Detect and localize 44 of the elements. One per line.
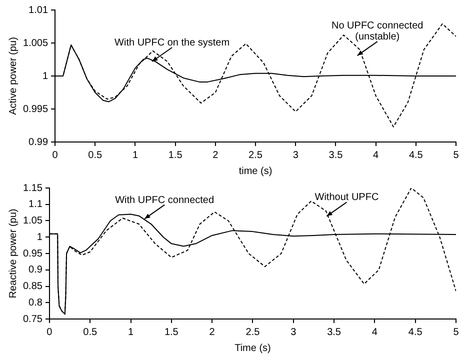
y-tick-label: 1 — [36, 232, 43, 243]
x-tick-label: 2.5 — [248, 150, 263, 161]
y-tick-label: 1.15 — [22, 182, 43, 194]
x-tick-label: 0.5 — [88, 150, 103, 161]
x-tick-label: 1.5 — [164, 326, 179, 338]
annotation: With UPFC connected — [115, 194, 214, 206]
y-tick-label: 1 — [42, 70, 48, 82]
y-tick-label: 0.995 — [22, 104, 48, 115]
x-tick-label: 4.5 — [408, 150, 424, 161]
annotation: With UPFC on the system — [114, 37, 230, 48]
y-axis-title: Active power (pu) — [8, 37, 19, 115]
y-axis-title: Reactive power (pu) — [8, 208, 19, 298]
x-tick-label: 2.5 — [246, 326, 260, 338]
x-tick-label: 5 — [453, 326, 460, 338]
x-tick-label: 4.5 — [408, 326, 423, 338]
x-axis-title: time (s) — [238, 166, 272, 177]
annotation: Without UPFC — [314, 192, 379, 204]
x-tick-label: 3 — [292, 150, 299, 161]
y-tick-label: 0.9 — [28, 264, 43, 276]
y-tick-label: 1.005 — [22, 38, 48, 49]
x-tick-label: 1 — [132, 150, 138, 161]
y-tick-label: 1.05 — [22, 216, 43, 226]
x-tick-label: 3.5 — [327, 326, 342, 338]
y-tick-label: 1.1 — [28, 199, 43, 210]
x-tick-label: 2 — [209, 326, 216, 338]
x-tick-label: 2 — [212, 150, 219, 161]
x-tick-label: 3 — [290, 326, 297, 338]
y-tick-label: 0.8 — [28, 297, 43, 308]
x-axis-title: Time (s) — [234, 342, 271, 354]
x-tick-label: 4 — [372, 326, 378, 338]
x-tick-label: 1 — [128, 326, 134, 338]
x-tick-label: 0.5 — [83, 326, 98, 338]
x-tick-label: 3.5 — [328, 150, 344, 161]
x-tick-label: 1.5 — [168, 150, 183, 161]
annotation: No UPFC connected (unstable) — [332, 20, 424, 43]
y-tick-label: 1.01 — [28, 4, 48, 16]
x-tick-label: 0 — [46, 326, 53, 338]
y-tick-label: 0.95 — [22, 248, 43, 260]
x-tick-label: 0 — [52, 150, 58, 161]
x-tick-label: 5 — [453, 150, 460, 161]
x-tick-label: 4 — [373, 150, 380, 161]
y-tick-label: 0.75 — [22, 314, 43, 325]
y-tick-label: 0.99 — [28, 136, 48, 148]
y-tick-label: 0.85 — [22, 281, 43, 292]
